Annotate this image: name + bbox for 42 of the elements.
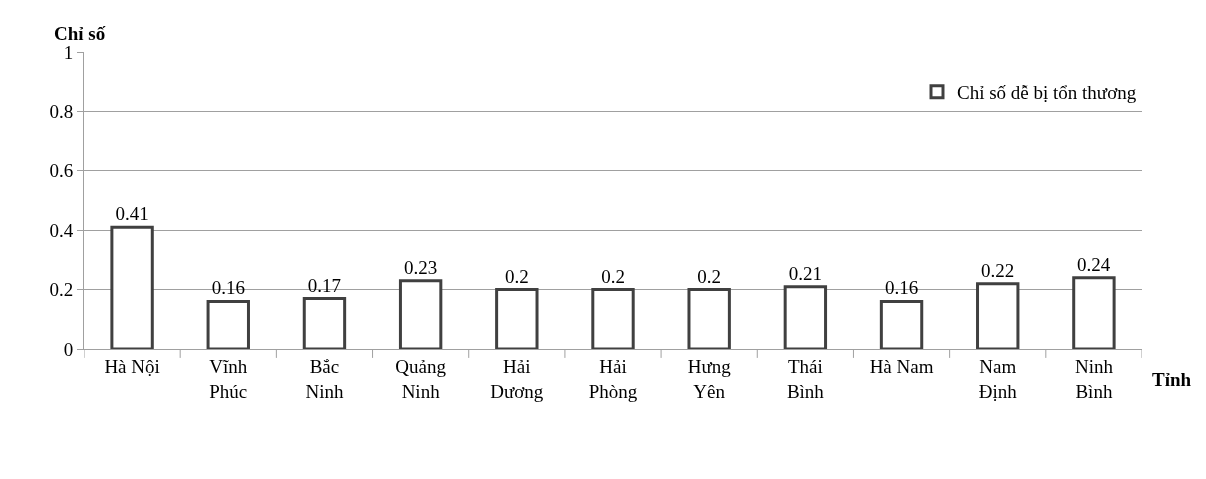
x-tick-label: Hải Phòng (588, 355, 638, 402)
bar (591, 288, 635, 349)
data-label: 0.17 (307, 274, 342, 296)
bar (302, 297, 347, 349)
data-label: 0.2 (601, 265, 625, 287)
bar (976, 282, 1020, 349)
data-label: 0.2 (504, 265, 529, 287)
x-tick-label: Thái Bình (786, 355, 825, 402)
bar (783, 285, 828, 349)
x-tick-label: Bắc Ninh (305, 355, 344, 402)
bar (398, 279, 443, 349)
y-tick-label: 0.4 (49, 219, 74, 241)
data-label: 0.41 (115, 203, 149, 225)
y-tick-label: 0 (63, 338, 74, 360)
y-tick-label: 0.6 (49, 160, 74, 182)
x-tick-label: Vĩnh Phúc (209, 355, 248, 402)
x-tick-label: Hải Dương (490, 355, 544, 402)
y-axis-title: Chỉ số (54, 23, 106, 44)
data-label: 0.2 (697, 265, 722, 287)
bar (110, 225, 154, 349)
x-tick-label: Hà Nội (104, 355, 160, 377)
data-label: 0.22 (981, 259, 1015, 281)
x-tick-label: Ninh Bình (1074, 355, 1114, 402)
y-tick-label: 1 (63, 41, 74, 63)
data-label: 0.21 (788, 262, 822, 284)
bar (495, 288, 539, 349)
data-label: 0.16 (884, 277, 919, 299)
data-label: 0.24 (1077, 253, 1111, 275)
legend-label: Chỉ số dễ bị tổn thương (957, 82, 1137, 104)
x-tick-label: Hà Nam (869, 355, 934, 377)
y-tick-label: 0.8 (49, 101, 74, 123)
data-label: 0.23 (404, 256, 438, 278)
x-tick-label: Hưng Yên (687, 355, 732, 402)
x-tick-label: Quảng Ninh (395, 355, 447, 402)
bar (206, 299, 250, 349)
bar (879, 299, 924, 349)
y-tick-label: 0.2 (49, 279, 74, 301)
x-tick-label: Nam Định (978, 355, 1018, 402)
bar (687, 288, 731, 349)
x-axis-title: Tỉnh (1152, 369, 1192, 390)
data-label: 0.16 (211, 277, 245, 299)
bar (1072, 276, 1116, 349)
